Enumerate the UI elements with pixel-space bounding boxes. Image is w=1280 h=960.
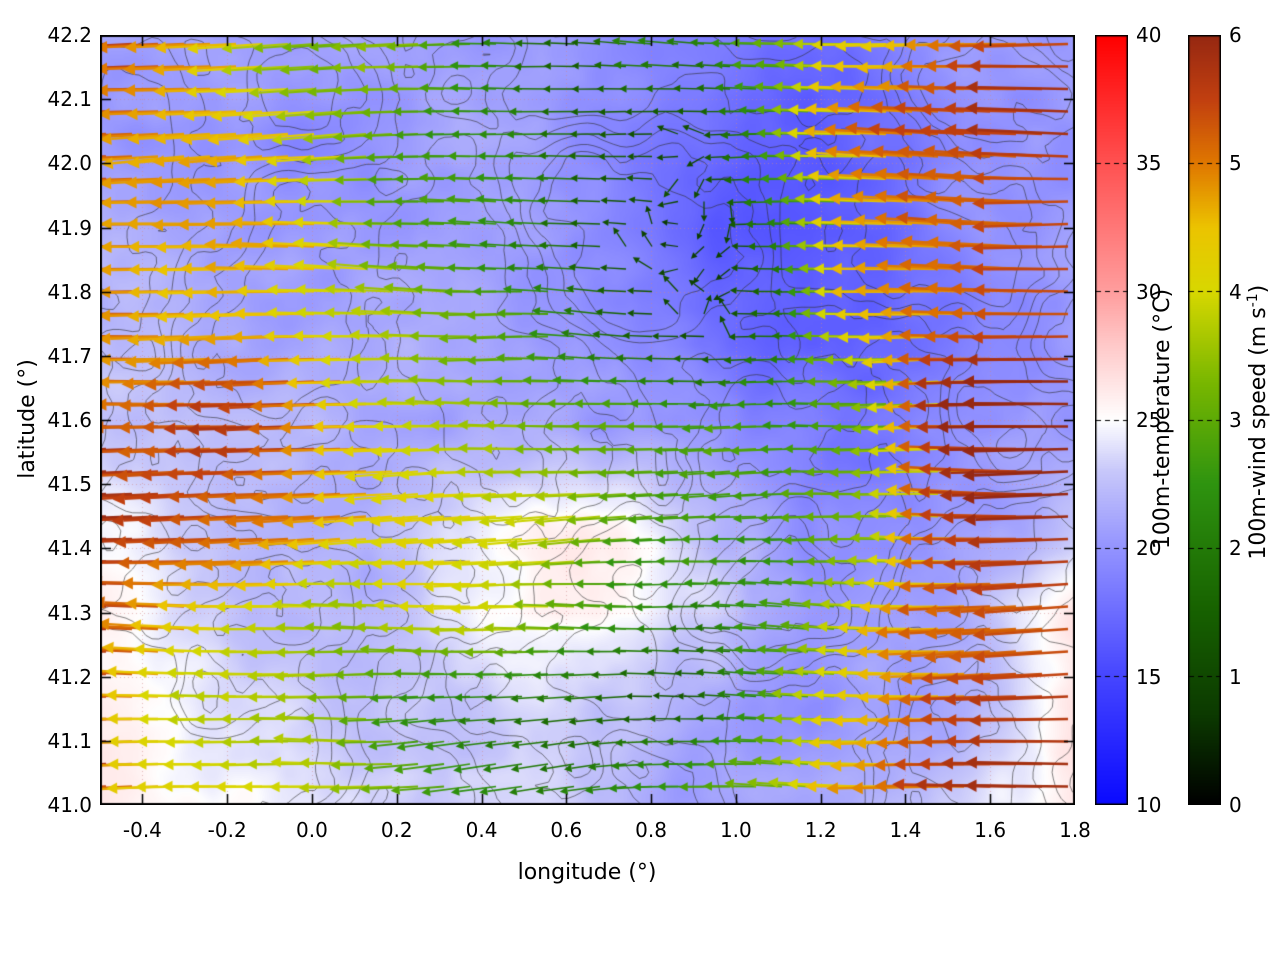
x-tick-label: 1.4 [889, 818, 922, 842]
wind-colorbar-label-close: ) [1246, 284, 1272, 294]
wind-colorbar-tick-label: 6 [1229, 23, 1242, 47]
wind-colorbar-tick-label: 5 [1229, 151, 1242, 176]
wind-colorbar-label-text: 100m-wind speed (m s [1246, 307, 1272, 560]
temperature-colorbar-tick-label: 30 [1136, 279, 1162, 304]
x-tick-label: 0.6 [550, 818, 583, 842]
temperature-colorbar-tick-label: 10 [1136, 793, 1162, 817]
y-tick-label: 42.1 [47, 87, 92, 112]
x-tick-label: 1.2 [804, 818, 837, 842]
y-axis-label: latitude (°) [15, 359, 40, 479]
x-tick-label: -0.4 [122, 818, 162, 842]
wind-colorbar-tick-label: 4 [1229, 279, 1242, 304]
y-tick-label: 41.6 [47, 408, 92, 432]
y-tick-label: 41.2 [47, 664, 92, 689]
wind-colorbar-tick-label: 3 [1229, 408, 1242, 432]
x-tick-label: 0.2 [380, 818, 413, 842]
map-plot-canvas [100, 35, 1075, 805]
temperature-colorbar-tick-label: 25 [1136, 408, 1162, 432]
wind-colorbar-tick-label: 0 [1229, 793, 1242, 817]
x-tick-label: 1.8 [1059, 818, 1091, 842]
y-tick-label: 41.7 [47, 343, 92, 368]
temperature-colorbar [1095, 35, 1128, 805]
wind-colorbar-tick-label: 1 [1229, 664, 1242, 689]
x-tick-label: 1.6 [974, 818, 1007, 842]
wind-colorbar-label-superscript: -1 [1244, 293, 1261, 308]
y-tick-label: 41.4 [47, 536, 92, 561]
temperature-colorbar-tick-label: 40 [1136, 23, 1162, 47]
x-tick-label: 0.4 [465, 818, 498, 842]
y-tick-label: 41.8 [47, 279, 92, 304]
wind-colorbar [1188, 35, 1221, 805]
y-tick-label: 41.0 [47, 793, 92, 817]
temperature-colorbar-tick-label: 20 [1136, 536, 1162, 561]
temperature-colorbar-tick-label: 15 [1136, 664, 1162, 689]
wind-colorbar-label: 100m-wind speed (m s-1) [1240, 222, 1272, 622]
y-tick-label: 41.9 [47, 215, 92, 240]
wind-colorbar-tick-label: 2 [1229, 536, 1242, 561]
y-tick-label: 41.5 [47, 472, 92, 497]
y-tick-label: 42.2 [47, 23, 92, 47]
x-tick-label: 0.8 [635, 818, 667, 842]
x-axis-label: longitude (°) [517, 860, 657, 885]
temperature-colorbar-tick-label: 35 [1136, 151, 1162, 176]
y-tick-label: 41.1 [47, 728, 92, 753]
x-tick-label: 1.0 [719, 818, 752, 842]
x-tick-label: 0.0 [296, 818, 328, 842]
y-tick-label: 42.0 [47, 151, 92, 176]
x-tick-label: -0.2 [207, 818, 247, 842]
temperature-colorbar-label: 100m-temperature (°C) [1150, 288, 1175, 550]
y-tick-label: 41.3 [47, 600, 92, 625]
